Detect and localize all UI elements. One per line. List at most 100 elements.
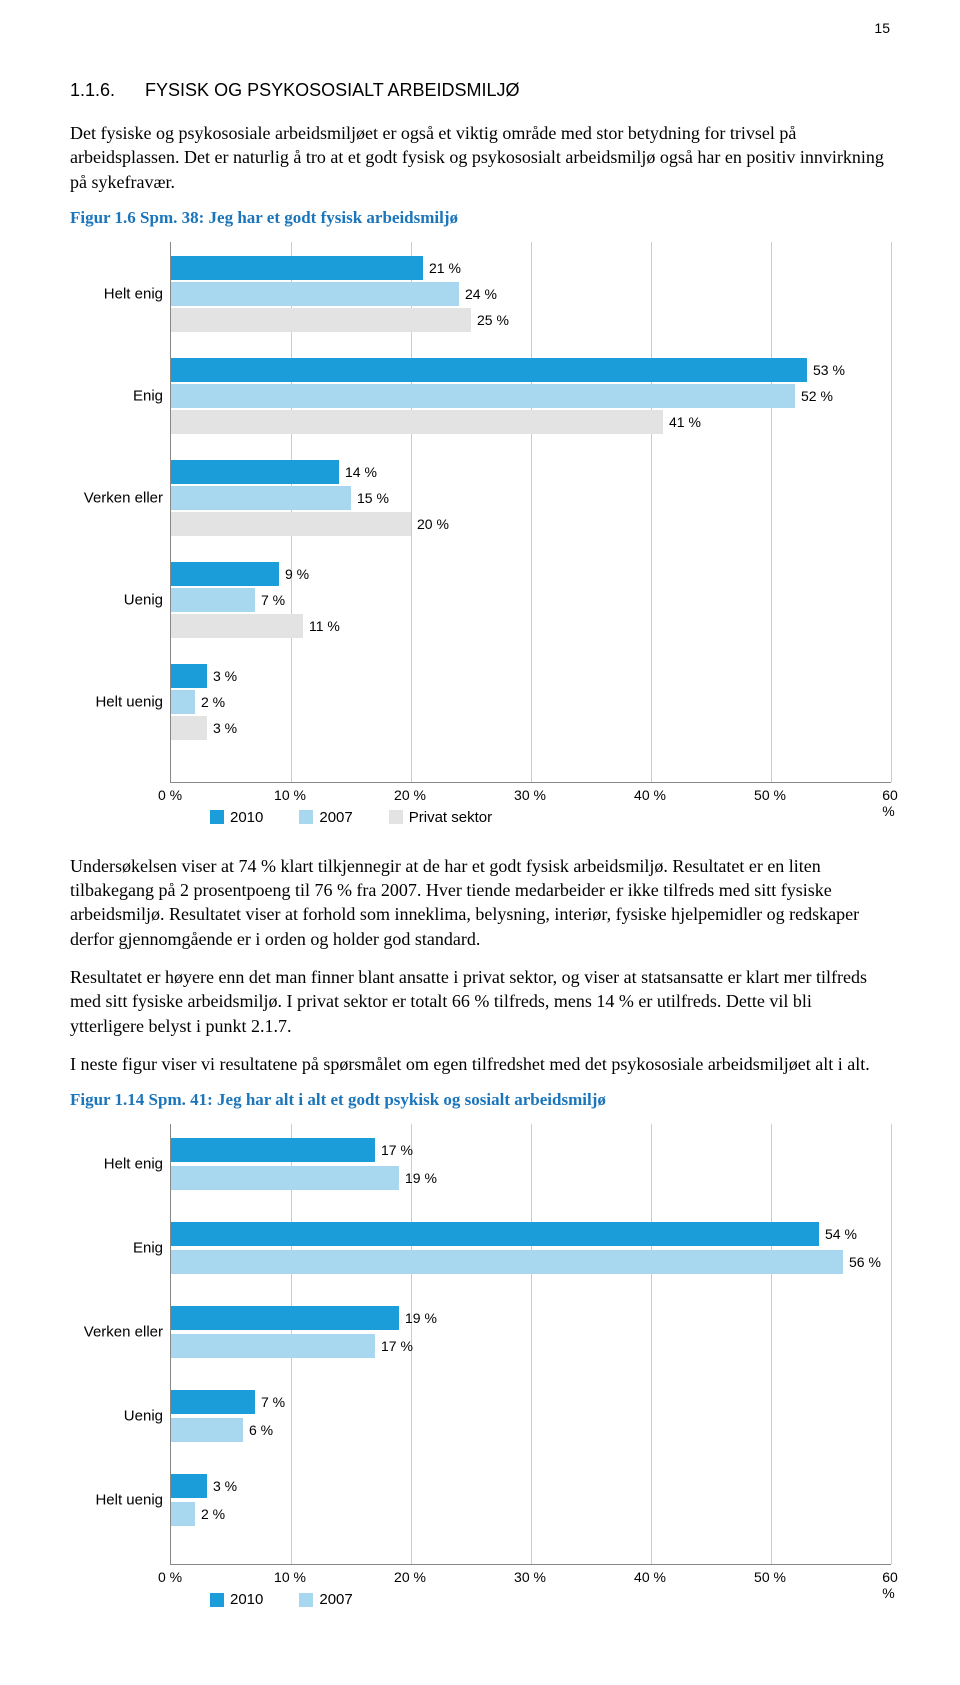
gridline xyxy=(891,1124,892,1564)
legend-item: 2010 xyxy=(210,809,263,826)
legend-swatch xyxy=(299,1593,313,1607)
bar-value-label: 14 % xyxy=(345,464,377,480)
category-group: Helt enig17 %19 % xyxy=(171,1138,891,1190)
category-group: Helt uenig3 %2 % xyxy=(171,1474,891,1526)
figure1-caption: Figur 1.6 Spm. 38: Jeg har et godt fysis… xyxy=(70,208,890,228)
category-group: Verken eller14 %15 %20 % xyxy=(171,460,891,536)
chart2-legend: 2010 2007 xyxy=(210,1591,890,1608)
bar: 25 % xyxy=(171,308,471,332)
category-label: Uenig xyxy=(71,591,171,608)
bar: 19 % xyxy=(171,1166,399,1190)
legend-item: 2007 xyxy=(299,809,352,826)
category-label: Helt enig xyxy=(71,1156,171,1173)
bar-value-label: 25 % xyxy=(477,312,509,328)
category-group: Helt uenig3 %2 %3 % xyxy=(171,664,891,740)
bar-value-label: 7 % xyxy=(261,592,285,608)
bar: 53 % xyxy=(171,358,807,382)
legend-swatch xyxy=(210,810,224,824)
category-label: Helt uenig xyxy=(71,1492,171,1509)
category-label: Helt enig xyxy=(71,285,171,302)
x-axis-tick-label: 60 % xyxy=(882,787,898,819)
figure2-caption: Figur 1.14 Spm. 41: Jeg har alt i alt et… xyxy=(70,1090,890,1110)
bar-value-label: 7 % xyxy=(261,1394,285,1410)
chart2-x-axis: 0 %10 %20 %30 %40 %50 %60 % xyxy=(170,1565,890,1587)
bar: 7 % xyxy=(171,588,255,612)
category-group: Enig54 %56 % xyxy=(171,1222,891,1274)
chart1-x-axis: 0 %10 %20 %30 %40 %50 %60 % xyxy=(170,783,890,805)
bar-value-label: 19 % xyxy=(405,1310,437,1326)
paragraph-4: I neste figur viser vi resultatene på sp… xyxy=(70,1052,890,1076)
category-group: Uenig7 %6 % xyxy=(171,1390,891,1442)
page-number: 15 xyxy=(874,20,890,36)
x-axis-tick-label: 60 % xyxy=(882,1569,898,1601)
bar: 21 % xyxy=(171,256,423,280)
bar-value-label: 2 % xyxy=(201,1506,225,1522)
category-group: Helt enig21 %24 %25 % xyxy=(171,256,891,332)
bar-value-label: 19 % xyxy=(405,1170,437,1186)
bar: 3 % xyxy=(171,716,207,740)
bar-value-label: 54 % xyxy=(825,1226,857,1242)
legend-swatch xyxy=(389,810,403,824)
bar-value-label: 17 % xyxy=(381,1338,413,1354)
bar: 54 % xyxy=(171,1222,819,1246)
legend-label: 2007 xyxy=(319,1591,352,1608)
x-axis-tick-label: 0 % xyxy=(158,787,182,803)
bar: 6 % xyxy=(171,1418,243,1442)
bar: 20 % xyxy=(171,512,411,536)
bar-value-label: 6 % xyxy=(249,1422,273,1438)
section-number: 1.1.6. xyxy=(70,80,115,101)
category-group: Verken eller19 %17 % xyxy=(171,1306,891,1358)
bar: 15 % xyxy=(171,486,351,510)
chart2-plot-area: Helt enig17 %19 %Enig54 %56 %Verken elle… xyxy=(170,1124,891,1565)
legend-label: 2007 xyxy=(319,809,352,826)
bar: 3 % xyxy=(171,1474,207,1498)
bar-value-label: 53 % xyxy=(813,362,845,378)
bar-value-label: 3 % xyxy=(213,1478,237,1494)
paragraph-intro: Det fysiske og psykososiale arbeidsmiljø… xyxy=(70,121,890,194)
bar: 19 % xyxy=(171,1306,399,1330)
bar-value-label: 15 % xyxy=(357,490,389,506)
bar: 3 % xyxy=(171,664,207,688)
paragraph-3: Resultatet er høyere enn det man finner … xyxy=(70,965,890,1038)
bar-value-label: 11 % xyxy=(309,618,340,634)
x-axis-tick-label: 30 % xyxy=(514,1569,546,1585)
x-axis-tick-label: 10 % xyxy=(274,787,306,803)
chart1-plot-area: Helt enig21 %24 %25 %Enig53 %52 %41 %Ver… xyxy=(170,242,891,783)
bar: 17 % xyxy=(171,1138,375,1162)
legend-label: 2010 xyxy=(230,809,263,826)
bar: 52 % xyxy=(171,384,795,408)
bar-value-label: 21 % xyxy=(429,260,461,276)
legend-label: 2010 xyxy=(230,1591,263,1608)
bar: 9 % xyxy=(171,562,279,586)
category-label: Helt uenig xyxy=(71,693,171,710)
x-axis-tick-label: 40 % xyxy=(634,787,666,803)
bar: 2 % xyxy=(171,1502,195,1526)
x-axis-tick-label: 30 % xyxy=(514,787,546,803)
category-label: Verken eller xyxy=(71,489,171,506)
section-title: FYSISK OG PSYKOSOSIALT ARBEIDSMILJØ xyxy=(145,80,519,101)
legend-item: 2007 xyxy=(299,1591,352,1608)
paragraph-2: Undersøkelsen viser at 74 % klart tilkje… xyxy=(70,854,890,951)
chart1-legend: 2010 2007 Privat sektor xyxy=(210,809,890,826)
bar: 41 % xyxy=(171,410,663,434)
legend-label: Privat sektor xyxy=(409,809,492,826)
bar: 11 % xyxy=(171,614,303,638)
section-heading: 1.1.6. FYSISK OG PSYKOSOSIALT ARBEIDSMIL… xyxy=(70,80,890,101)
x-axis-tick-label: 0 % xyxy=(158,1569,182,1585)
category-label: Enig xyxy=(71,387,171,404)
bar: 56 % xyxy=(171,1250,843,1274)
bar-value-label: 3 % xyxy=(213,668,237,684)
legend-item: Privat sektor xyxy=(389,809,492,826)
bar-value-label: 20 % xyxy=(417,516,449,532)
category-label: Verken eller xyxy=(71,1324,171,1341)
bar: 17 % xyxy=(171,1334,375,1358)
chart-2: Helt enig17 %19 %Enig54 %56 %Verken elle… xyxy=(70,1124,890,1608)
category-label: Uenig xyxy=(71,1408,171,1425)
x-axis-tick-label: 20 % xyxy=(394,1569,426,1585)
bar-value-label: 2 % xyxy=(201,694,225,710)
bar: 24 % xyxy=(171,282,459,306)
bar: 7 % xyxy=(171,1390,255,1414)
category-group: Uenig9 %7 %11 % xyxy=(171,562,891,638)
bar: 2 % xyxy=(171,690,195,714)
bar-value-label: 3 % xyxy=(213,720,237,736)
